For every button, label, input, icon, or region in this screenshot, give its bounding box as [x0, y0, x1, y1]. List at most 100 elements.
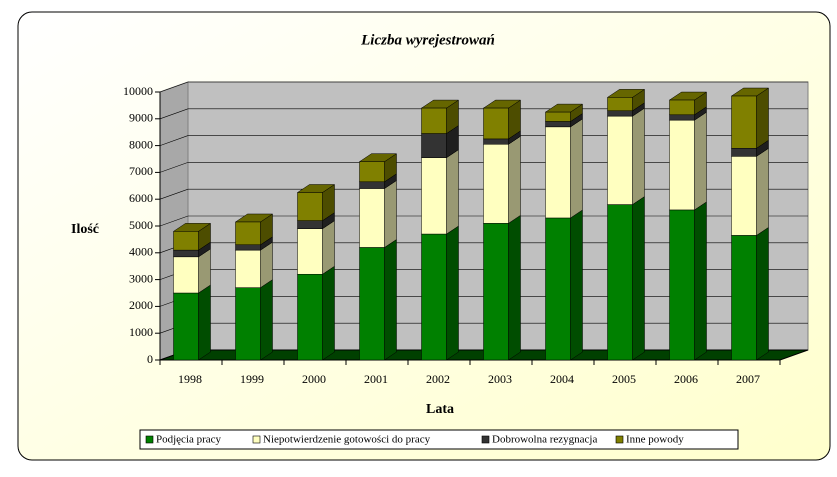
bar-side	[508, 135, 521, 224]
bar-side	[260, 279, 273, 361]
bar-side	[446, 225, 459, 361]
y-axis-label: Ilość	[71, 222, 99, 237]
bar	[669, 119, 695, 211]
bar	[235, 221, 261, 246]
bar	[359, 181, 385, 189]
x-tick-label: 2002	[426, 372, 450, 386]
bar	[421, 233, 447, 361]
legend-swatch	[145, 435, 154, 444]
grid-line	[159, 135, 808, 146]
y-tick-label: 4000	[129, 245, 153, 259]
bar-side	[322, 220, 335, 275]
bar	[235, 249, 261, 288]
bar	[173, 292, 199, 361]
legend-swatch	[252, 435, 261, 444]
bar-side	[446, 149, 459, 235]
bar	[669, 114, 695, 121]
bar	[421, 133, 447, 158]
bar-side	[694, 111, 707, 211]
chart-title: Liczba wyrejestrowań	[360, 32, 495, 48]
bar-side	[570, 209, 583, 361]
bar	[297, 228, 323, 275]
y-tick-label: 9000	[129, 111, 153, 125]
legend-swatch	[615, 435, 624, 444]
bar	[607, 110, 633, 117]
y-tick-label: 1000	[129, 325, 153, 339]
bar	[545, 121, 571, 128]
bar	[669, 99, 695, 116]
y-tick-label: 0	[147, 352, 153, 366]
bar-side	[570, 118, 583, 219]
bar	[421, 107, 447, 134]
bar	[607, 97, 633, 112]
x-tick-label: 2007	[736, 372, 760, 386]
bar-side	[322, 265, 335, 361]
bar-side	[756, 87, 769, 149]
grid-line	[159, 162, 808, 173]
legend-box	[139, 429, 739, 450]
bar	[545, 111, 571, 122]
bar-side	[198, 284, 211, 361]
bar	[731, 95, 757, 149]
bar-side	[384, 238, 397, 361]
bar	[607, 204, 633, 361]
x-tick-label: 2003	[488, 372, 512, 386]
bar	[235, 287, 261, 361]
y-tick-label: 8000	[129, 137, 153, 151]
x-tick-label: 1998	[178, 372, 202, 386]
x-tick-label: 1999	[240, 372, 264, 386]
bar	[483, 138, 509, 145]
x-tick-label: 2006	[674, 372, 698, 386]
y-tick-label: 6000	[129, 191, 153, 205]
x-tick-label: 2004	[550, 372, 574, 386]
bar	[235, 244, 261, 251]
bar-side	[694, 201, 707, 361]
bar	[173, 249, 199, 258]
grid-line	[159, 108, 808, 120]
grid-line	[159, 81, 808, 93]
bar	[731, 156, 757, 236]
bar-side	[632, 107, 645, 206]
bar	[297, 220, 323, 229]
legend-swatch	[481, 435, 490, 444]
bar	[359, 188, 385, 248]
bar	[297, 192, 323, 221]
grid-line	[159, 215, 808, 227]
bar-side	[632, 196, 645, 361]
bar	[731, 235, 757, 361]
legend-label: Dobrowolna rezygnacja	[492, 434, 597, 446]
bar	[173, 231, 199, 251]
legend-label: Podjęcia pracy	[156, 434, 222, 446]
bar	[731, 148, 757, 157]
y-tick-label: 2000	[129, 298, 153, 312]
x-tick-label: 2000	[302, 372, 326, 386]
y-tick-label: 3000	[129, 271, 153, 285]
bar-side	[508, 214, 521, 361]
bar	[173, 256, 199, 294]
bar	[297, 273, 323, 361]
bar-side	[756, 147, 769, 236]
legend-label: Inne powody	[626, 434, 684, 446]
x-axis-label: Lata	[426, 402, 454, 417]
y-tick-label: 7000	[129, 164, 153, 178]
grid-line	[159, 188, 808, 200]
bar	[669, 209, 695, 361]
bar	[483, 223, 509, 361]
y-tick-label: 10000	[123, 84, 153, 98]
x-tick-label: 2001	[364, 372, 388, 386]
bar-side	[756, 226, 769, 361]
bar	[607, 115, 633, 205]
bar	[545, 126, 571, 219]
bar	[483, 107, 509, 140]
bar-side	[384, 180, 397, 248]
bar	[483, 144, 509, 224]
y-tick-label: 5000	[129, 218, 153, 232]
bar	[359, 247, 385, 361]
legend-label: Niepotwierdzenie gotowości do pracy	[263, 434, 431, 446]
x-tick-label: 2005	[612, 372, 636, 386]
bar	[421, 157, 447, 235]
bar	[359, 161, 385, 183]
bar	[545, 217, 571, 361]
